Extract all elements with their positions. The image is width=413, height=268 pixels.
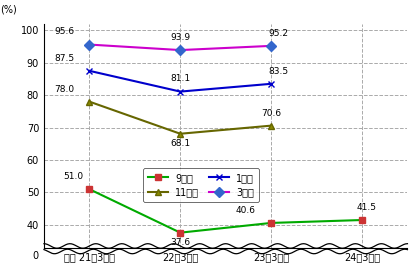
Text: 70.6: 70.6: [261, 109, 281, 118]
Text: 81.1: 81.1: [170, 75, 190, 84]
Text: (%): (%): [0, 5, 17, 15]
Text: 95.2: 95.2: [268, 29, 288, 38]
Text: 51.0: 51.0: [63, 172, 83, 181]
Legend: 9月末, 11月末, 1月末, 3月末: 9月末, 11月末, 1月末, 3月末: [143, 168, 259, 202]
Text: 41.5: 41.5: [356, 203, 377, 212]
Text: 83.5: 83.5: [268, 67, 288, 76]
Text: 95.6: 95.6: [54, 27, 74, 36]
Text: 78.0: 78.0: [54, 84, 74, 94]
Text: 37.6: 37.6: [170, 238, 190, 247]
Text: 40.6: 40.6: [236, 206, 256, 215]
Text: 93.9: 93.9: [170, 33, 190, 42]
Text: 0: 0: [32, 251, 38, 261]
Text: 87.5: 87.5: [54, 54, 74, 63]
Text: 68.1: 68.1: [170, 139, 190, 148]
